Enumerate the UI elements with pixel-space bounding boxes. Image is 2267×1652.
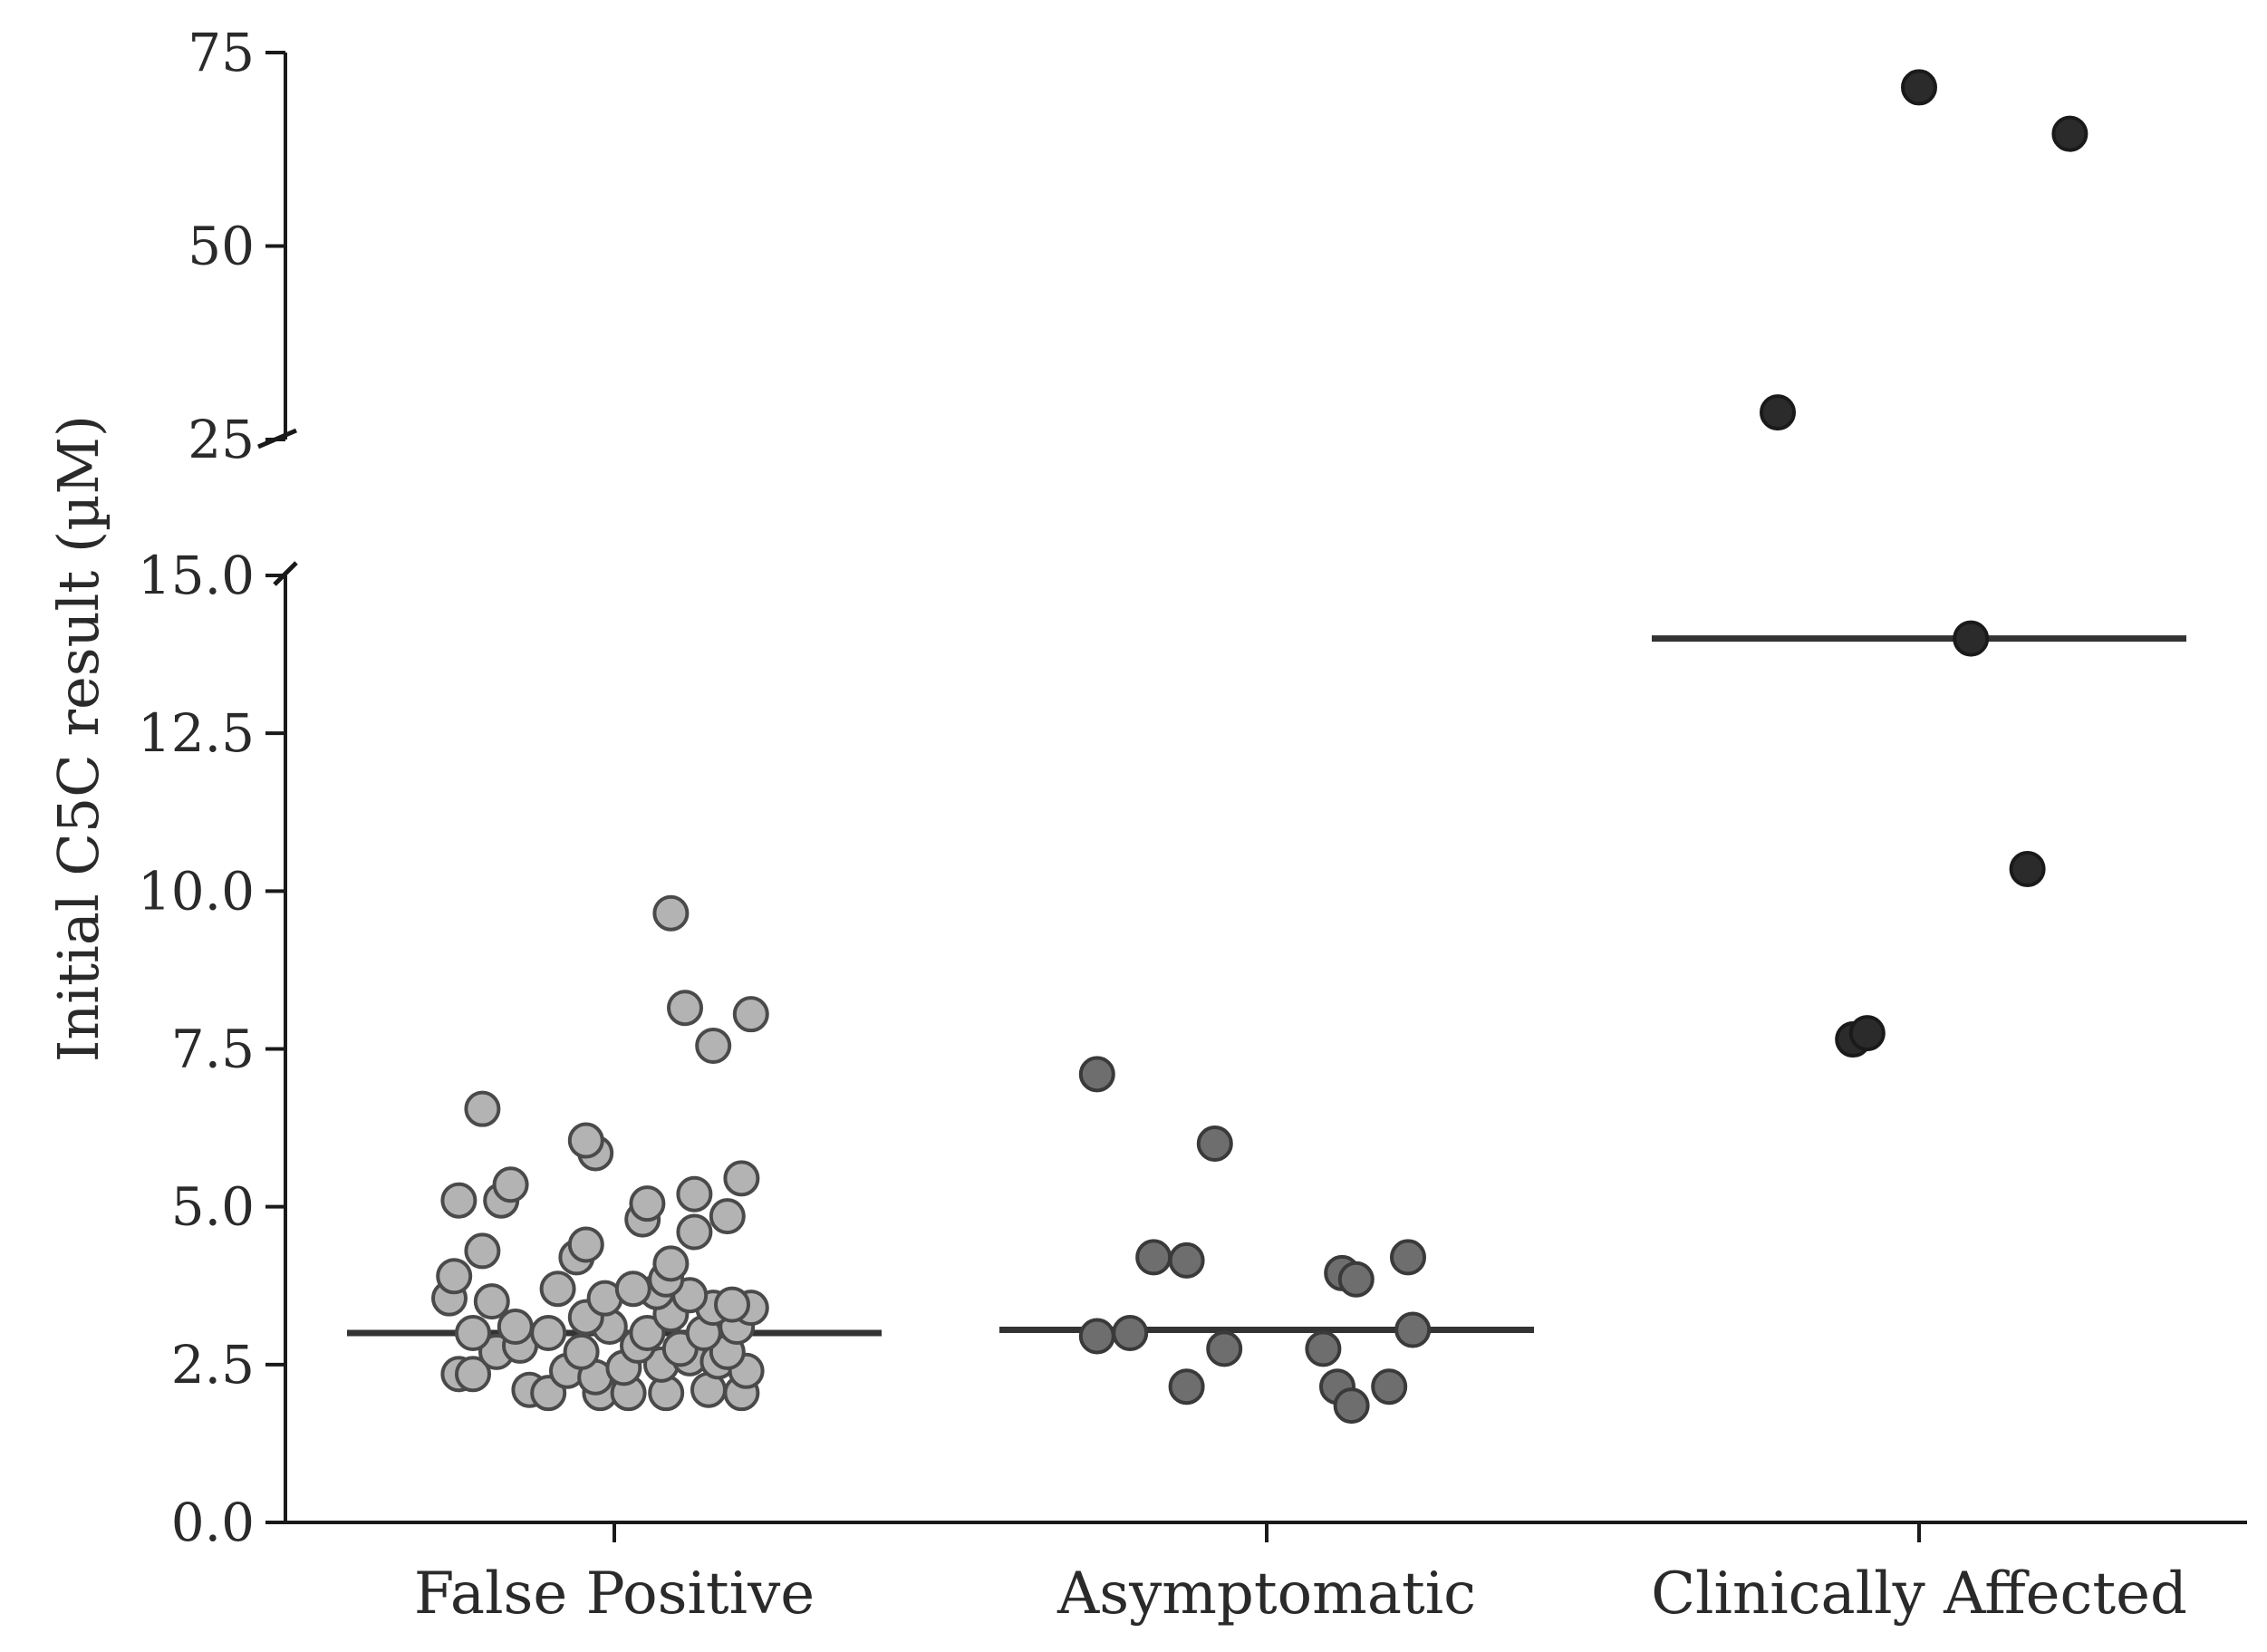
data-point-1-15 bbox=[1333, 1387, 1370, 1425]
data-point-0-47 bbox=[676, 1213, 713, 1251]
data-point-0-57 bbox=[567, 1122, 604, 1159]
data-point-0-22 bbox=[455, 1315, 491, 1351]
data-point-0-62 bbox=[652, 894, 690, 932]
data-point-0-1 bbox=[455, 1356, 491, 1393]
data-point-1-14 bbox=[1371, 1368, 1408, 1406]
data-point-0-61 bbox=[732, 996, 769, 1033]
data-point-0-59 bbox=[695, 1028, 732, 1065]
data-point-2-4 bbox=[1760, 394, 1796, 431]
data-point-0-46 bbox=[464, 1232, 501, 1270]
data-point-0-49 bbox=[629, 1185, 666, 1222]
data-point-1-9 bbox=[1206, 1330, 1243, 1367]
data-point-0-33 bbox=[714, 1286, 750, 1323]
data-point-0-23 bbox=[530, 1315, 567, 1351]
data-point-0-18 bbox=[563, 1333, 600, 1370]
data-point-1-7 bbox=[1078, 1318, 1115, 1355]
data-point-0-58 bbox=[464, 1090, 501, 1127]
y-tick-label-upper-2: 75 bbox=[188, 22, 255, 83]
data-point-1-2 bbox=[1135, 1239, 1172, 1276]
data-point-0-25 bbox=[629, 1315, 666, 1351]
data-point-0-51 bbox=[440, 1182, 478, 1219]
axes: 0.0 2.5 5.0 7.5 10.0 12.5 15.0 25 50 75 False Pos… bbox=[138, 22, 2247, 1628]
data-point-1-1 bbox=[1196, 1125, 1233, 1162]
y-tick-label-lower-3: 7.5 bbox=[171, 1019, 255, 1080]
data-point-0-40 bbox=[614, 1270, 651, 1308]
data-point-1-12 bbox=[1168, 1368, 1205, 1406]
x-category-label-2: Clinically Affected bbox=[1651, 1560, 2187, 1628]
data-point-0-53 bbox=[492, 1166, 529, 1203]
y-axis-title: Initial C5C result (µM) bbox=[45, 415, 111, 1062]
data-point-1-10 bbox=[1305, 1330, 1342, 1367]
data-point-1-8 bbox=[1112, 1315, 1149, 1351]
y-tick-label-lower-4: 10.0 bbox=[138, 860, 255, 922]
data-point-2-2 bbox=[2009, 850, 2046, 887]
y-tick-label-upper-0: 25 bbox=[188, 409, 255, 470]
data-point-1-5 bbox=[1337, 1261, 1375, 1298]
y-tick-label-lower-2: 5.0 bbox=[171, 1176, 255, 1238]
median-lines bbox=[347, 635, 2186, 1337]
x-axis-ticks: False Positive Asymptomatic Clinically Aff… bbox=[414, 1522, 2187, 1628]
data-point-2-6 bbox=[2051, 115, 2089, 152]
data-point-2-3 bbox=[1953, 620, 1990, 657]
data-point-0-35 bbox=[473, 1283, 510, 1320]
data-point-0-50 bbox=[709, 1198, 746, 1235]
y-tick-label-lower-1: 2.5 bbox=[171, 1334, 255, 1396]
y-axis-ticks: 0.0 2.5 5.0 7.5 10.0 12.5 15.0 25 50 75 bbox=[138, 22, 285, 1553]
y-tick-label-lower-0: 0.0 bbox=[171, 1492, 255, 1553]
data-point-1-0 bbox=[1078, 1056, 1115, 1093]
axis-break-marks bbox=[257, 428, 298, 586]
data-point-0-45 bbox=[567, 1226, 604, 1263]
data-point-0-55 bbox=[723, 1160, 760, 1197]
data-point-0-41 bbox=[436, 1258, 473, 1295]
y-tick-label-lower-6: 15.0 bbox=[138, 545, 255, 606]
data-point-1-6 bbox=[1390, 1239, 1426, 1276]
data-point-1-11 bbox=[1394, 1311, 1432, 1348]
data-point-0-39 bbox=[539, 1270, 576, 1308]
y-tick-label-upper-1: 50 bbox=[188, 216, 255, 277]
data-point-2-5 bbox=[1901, 69, 1937, 106]
x-category-label-0: False Positive bbox=[414, 1560, 815, 1628]
data-point-1-3 bbox=[1168, 1241, 1205, 1279]
data-point-0-60 bbox=[667, 990, 703, 1027]
data-point-0-43 bbox=[652, 1245, 690, 1282]
y-tick-label-lower-5: 12.5 bbox=[138, 702, 255, 764]
data-point-0-54 bbox=[676, 1175, 713, 1212]
x-category-label-1: Asymptomatic bbox=[1056, 1560, 1476, 1628]
data-point-2-1 bbox=[1848, 1015, 1886, 1052]
data-points bbox=[431, 69, 2089, 1425]
data-point-0-28 bbox=[497, 1309, 534, 1346]
